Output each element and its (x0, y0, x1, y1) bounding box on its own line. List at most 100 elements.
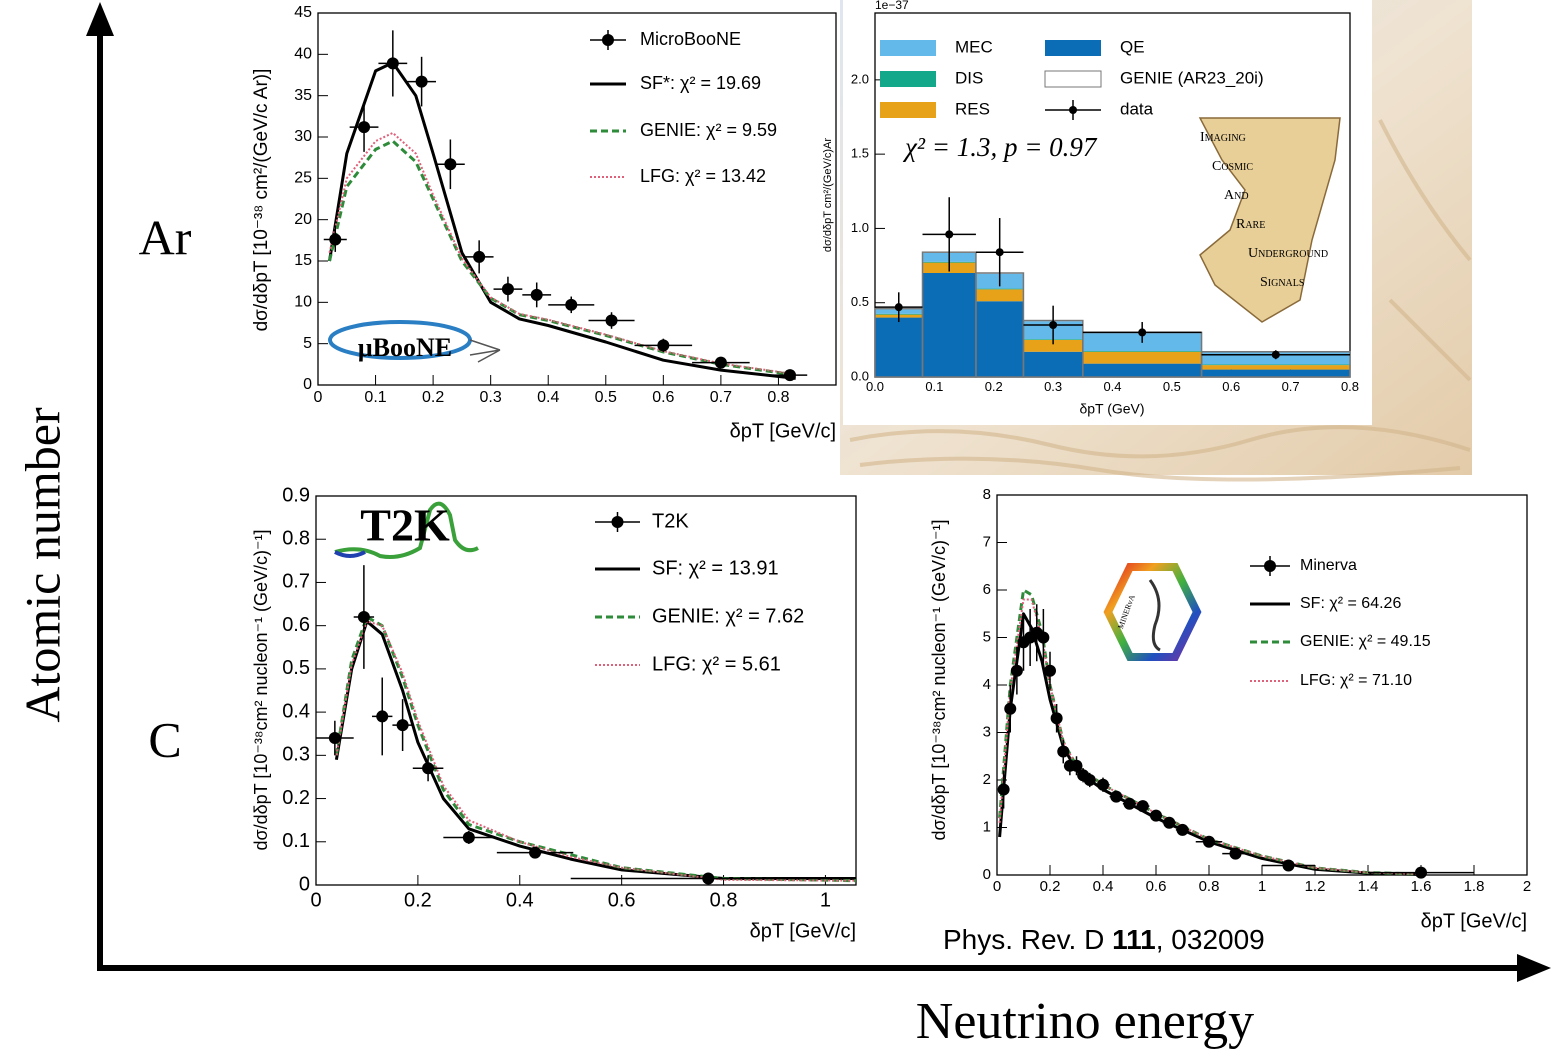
data-point (894, 303, 903, 312)
legend-marker (1264, 560, 1276, 572)
data-point (565, 298, 578, 311)
uboone-arrow (469, 339, 501, 363)
hist-bar (1023, 351, 1083, 377)
hist-bar (1082, 351, 1202, 352)
data-point (1136, 800, 1149, 813)
data-point (415, 75, 428, 88)
data-point (1010, 664, 1023, 677)
y-tick-label: 1 (983, 818, 991, 835)
data-point (997, 783, 1010, 796)
t2k-curve (334, 550, 366, 558)
data-point (530, 288, 543, 301)
row-label: Ar (139, 209, 192, 265)
legend-label: SF: χ² = 64.26 (1300, 595, 1401, 612)
legend-label: data (1120, 99, 1154, 118)
legend-label: LFG: χ² = 71.10 (1300, 672, 1412, 689)
data-point (1163, 816, 1176, 829)
x-tick-label: 1 (1258, 878, 1266, 895)
legend-swatch (1045, 40, 1101, 56)
legend-swatch (880, 102, 936, 118)
y-tick-label: 0.3 (282, 744, 310, 766)
y-tick-label: 35 (294, 87, 312, 104)
data-point (1037, 631, 1050, 644)
legend-label: GENIE: χ² = 49.15 (1300, 633, 1431, 650)
data-point (945, 230, 954, 239)
data-point (783, 369, 796, 382)
legend-swatch (880, 71, 936, 87)
curve (328, 131, 796, 376)
legend-label: GENIE: χ² = 7.62 (652, 605, 804, 627)
data-point (328, 732, 341, 745)
reference-part: Phys. Rev. D (943, 924, 1112, 955)
legend-label: MEC (955, 37, 993, 56)
x-tick-label: 0.4 (506, 889, 534, 911)
y-tick-label: 8 (983, 486, 991, 503)
y-tick-label: 20 (294, 211, 312, 228)
x-tick-label: 0.4 (1093, 878, 1114, 895)
hist-bar (975, 289, 1024, 302)
curve (998, 598, 1422, 875)
logo-text: Underground (1248, 246, 1328, 261)
data-point (358, 121, 371, 134)
legend-marker (602, 34, 614, 46)
x-tick-label: 0.1 (925, 379, 943, 394)
plot-frame (317, 12, 837, 386)
reference-part: 111 (1112, 924, 1156, 955)
x-tick-label: 0.1 (364, 389, 386, 406)
reference-part: , 032009 (1156, 924, 1265, 955)
data-point (1070, 759, 1083, 772)
x-tick-label: 0.7 (1282, 379, 1300, 394)
x-tick-label: 0.2 (985, 379, 1003, 394)
x-tick-label: 0.6 (608, 889, 636, 911)
slide-x-label: Neutrino energy (916, 993, 1254, 1050)
x-tick-label: 0.8 (1199, 878, 1220, 895)
data-point (1057, 745, 1070, 758)
x-tick-label: 0 (314, 389, 323, 406)
data-point (1138, 328, 1147, 337)
x-tick-label: 0.3 (1044, 379, 1062, 394)
hist-bar (1082, 363, 1202, 377)
legend-label: LFG: χ² = 5.61 (652, 653, 781, 675)
legend-label: Minerva (1300, 557, 1357, 574)
icarus-wing (1198, 117, 1341, 323)
curve (334, 615, 857, 883)
y-axis-label: dσ/dδpT cm²/(GeV/c)Ar (822, 138, 834, 253)
logo-text: T2K (360, 500, 450, 551)
legend-label: MicroBooNE (640, 29, 741, 49)
x-tick-label: 0.8 (1341, 379, 1359, 394)
x-tick-label: 1 (820, 889, 831, 911)
legend-label: GENIE (AR23_20i) (1120, 68, 1264, 87)
x-tick-label: 0.0 (866, 379, 884, 394)
data-point (1150, 809, 1162, 822)
data-point (1415, 866, 1427, 879)
data-point (1176, 823, 1189, 836)
logo-text: Cosmic (1212, 159, 1253, 174)
legend-label: RES (955, 99, 990, 118)
y-tick-label: 0.8 (282, 528, 310, 550)
y-tick-label: 0 (983, 866, 991, 883)
data-point (422, 762, 435, 775)
x-tick-label: 1.4 (1358, 878, 1379, 895)
logo-text: And (1224, 188, 1249, 203)
data-point (1044, 664, 1056, 677)
x-tick-label: 0.8 (710, 889, 738, 911)
y-tick-label: 5 (303, 335, 312, 352)
legend-swatch (1044, 70, 1102, 88)
y-tick-label: 25 (294, 170, 312, 187)
x-tick-label: 0.6 (1146, 878, 1167, 895)
x-tick-label: 2 (1523, 878, 1531, 895)
legend-label: T2K (652, 510, 689, 532)
data-point (1083, 774, 1096, 786)
x-tick-label: 0.6 (652, 389, 674, 406)
legend-marker (1069, 106, 1077, 114)
x-axis-label: δpT [GeV/c] (1421, 910, 1527, 932)
legend-marker (611, 516, 624, 528)
y-tick-label: 0.9 (282, 484, 310, 506)
y-tick-label: 15 (294, 252, 312, 269)
y-tick-label: 1.5 (851, 146, 869, 161)
x-tick-label: 0.3 (480, 389, 502, 406)
x-tick-label: 1.2 (1305, 878, 1326, 895)
data-point (1271, 350, 1280, 359)
y-tick-label: 30 (294, 128, 312, 145)
